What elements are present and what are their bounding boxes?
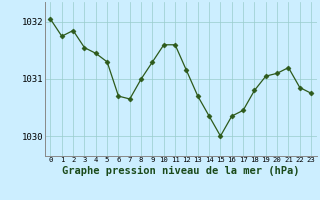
X-axis label: Graphe pression niveau de la mer (hPa): Graphe pression niveau de la mer (hPa) [62, 166, 300, 176]
